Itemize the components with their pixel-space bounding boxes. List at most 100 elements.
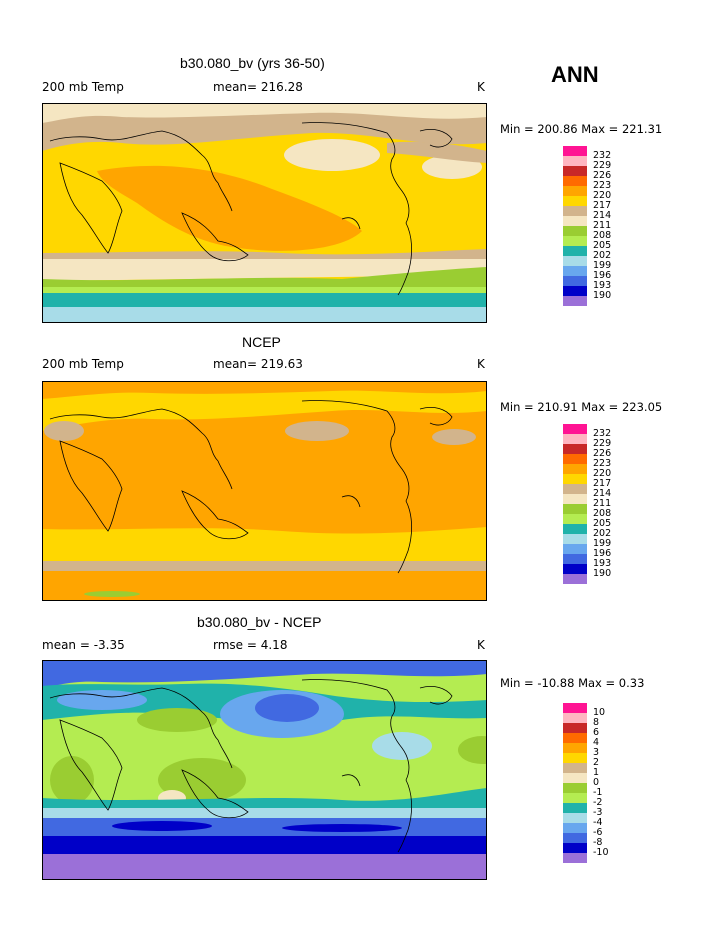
panel2-tan-1 bbox=[44, 421, 84, 441]
panel2-coastlines bbox=[49, 400, 453, 574]
legend-label: 229 bbox=[593, 438, 612, 449]
panel3-min-max: Min = -10.88 Max = 0.33 bbox=[500, 676, 645, 690]
panel3-band-south-purple bbox=[42, 854, 487, 880]
panel2-mean-label: mean= 219.63 bbox=[213, 357, 303, 371]
panel1-band-green bbox=[42, 267, 487, 291]
legend-swatch bbox=[563, 703, 587, 713]
panel1-left-label: 200 mb Temp bbox=[42, 80, 124, 94]
legend-swatch bbox=[563, 773, 587, 783]
panel3-south-dark2 bbox=[282, 824, 402, 832]
legend-label: 4 bbox=[593, 737, 600, 748]
panel2-band-south-tan bbox=[42, 561, 487, 573]
legend-label: 232 bbox=[593, 150, 612, 161]
panel1-band-south-light2 bbox=[42, 269, 487, 281]
legend-swatch bbox=[563, 246, 587, 256]
legend-label: -10 bbox=[593, 847, 609, 858]
legend-swatch bbox=[563, 494, 587, 504]
legend-label: 208 bbox=[593, 508, 612, 519]
legend-label: -4 bbox=[593, 817, 603, 828]
legend-label: 202 bbox=[593, 528, 612, 539]
legend-swatch bbox=[563, 833, 587, 843]
legend-label: 193 bbox=[593, 558, 612, 569]
legend-swatch bbox=[563, 853, 587, 863]
legend-swatch bbox=[563, 544, 587, 554]
panel3-coastlines bbox=[49, 679, 453, 853]
legend-swatch bbox=[563, 574, 587, 584]
legend-swatch bbox=[563, 504, 587, 514]
legend-label: 223 bbox=[593, 458, 612, 469]
legend-label: 10 bbox=[593, 707, 606, 718]
panel3-title: b30.080_bv - NCEP bbox=[197, 614, 322, 630]
legend-label: 3 bbox=[593, 747, 600, 758]
legend-label: 0 bbox=[593, 777, 600, 788]
legend-swatch bbox=[563, 166, 587, 176]
legend-swatch bbox=[563, 793, 587, 803]
panel3-nw-blue bbox=[57, 690, 147, 710]
legend-label: 202 bbox=[593, 250, 612, 261]
legend-swatch bbox=[563, 524, 587, 534]
panel3-units: K bbox=[477, 638, 485, 652]
legend-swatch bbox=[563, 813, 587, 823]
season-label: ANN bbox=[551, 62, 599, 87]
panel1-coastlines bbox=[49, 122, 453, 296]
legend-label: 232 bbox=[593, 428, 612, 439]
legend-label: 1 bbox=[593, 767, 600, 778]
panel3-frame bbox=[42, 660, 487, 880]
legend-swatch bbox=[563, 434, 587, 444]
legend-swatch bbox=[563, 534, 587, 544]
panel3-mean-label: mean = -3.35 bbox=[42, 638, 125, 652]
panel1-pacific-light bbox=[284, 139, 380, 171]
panel1-band-atlantic bbox=[387, 141, 487, 163]
panel3-band-south-lightblue bbox=[42, 808, 487, 820]
legend-swatch bbox=[563, 196, 587, 206]
panel1-map bbox=[42, 103, 487, 323]
legend-swatch bbox=[563, 843, 587, 853]
legend-label: 211 bbox=[593, 220, 612, 231]
panel1-orange-warm bbox=[97, 165, 362, 251]
legend-label: 226 bbox=[593, 448, 612, 459]
legend-label: 214 bbox=[593, 488, 612, 499]
legend-swatch bbox=[563, 266, 587, 276]
legend-label: 205 bbox=[593, 240, 612, 251]
legend-swatch bbox=[563, 823, 587, 833]
panel1-mean-label: mean= 216.28 bbox=[213, 80, 303, 94]
legend-label: 2 bbox=[593, 757, 600, 768]
legend-swatch bbox=[563, 186, 587, 196]
legend-label: 217 bbox=[593, 478, 612, 489]
legend-swatch bbox=[563, 454, 587, 464]
legend-swatch bbox=[563, 276, 587, 286]
panel3-map bbox=[42, 660, 487, 880]
legend-swatch bbox=[563, 753, 587, 763]
legend-label: 193 bbox=[593, 280, 612, 291]
panel2-band-south-yellow bbox=[42, 527, 487, 565]
panel1-band-south-tan bbox=[42, 249, 487, 261]
panel1-band-teal bbox=[42, 293, 487, 307]
panel2-band-north-yellow bbox=[42, 381, 487, 431]
legend-label: 217 bbox=[593, 200, 612, 211]
legend-label: 205 bbox=[593, 518, 612, 529]
legend-label: -8 bbox=[593, 837, 603, 848]
legend-label: 8 bbox=[593, 717, 600, 728]
legend-swatch bbox=[563, 763, 587, 773]
panel3-band-south-darkblue bbox=[42, 836, 487, 854]
legend-label: 220 bbox=[593, 468, 612, 479]
legend-label: -2 bbox=[593, 797, 603, 808]
legend-swatch bbox=[563, 733, 587, 743]
panel1-band-lightblue bbox=[42, 307, 487, 323]
panel3-atlantic-lightblue bbox=[372, 732, 432, 760]
legend-swatch bbox=[563, 156, 587, 166]
panel2-title: NCEP bbox=[242, 334, 281, 350]
panel2-units: K bbox=[477, 357, 485, 371]
legend-label: 199 bbox=[593, 260, 612, 271]
legend-swatch bbox=[563, 286, 587, 296]
panel1-band-north-light bbox=[42, 103, 487, 123]
panel2-band-south-orange bbox=[42, 571, 487, 601]
panel3-south-dark1 bbox=[112, 821, 212, 831]
panel2-tan-3 bbox=[432, 429, 476, 445]
legend-swatch bbox=[563, 564, 587, 574]
legend-swatch bbox=[563, 226, 587, 236]
legend-swatch bbox=[563, 464, 587, 474]
legend-swatch bbox=[563, 723, 587, 733]
panel2-tan-2 bbox=[285, 421, 349, 441]
panel1-min-max: Min = 200.86 Max = 221.31 bbox=[500, 122, 663, 136]
